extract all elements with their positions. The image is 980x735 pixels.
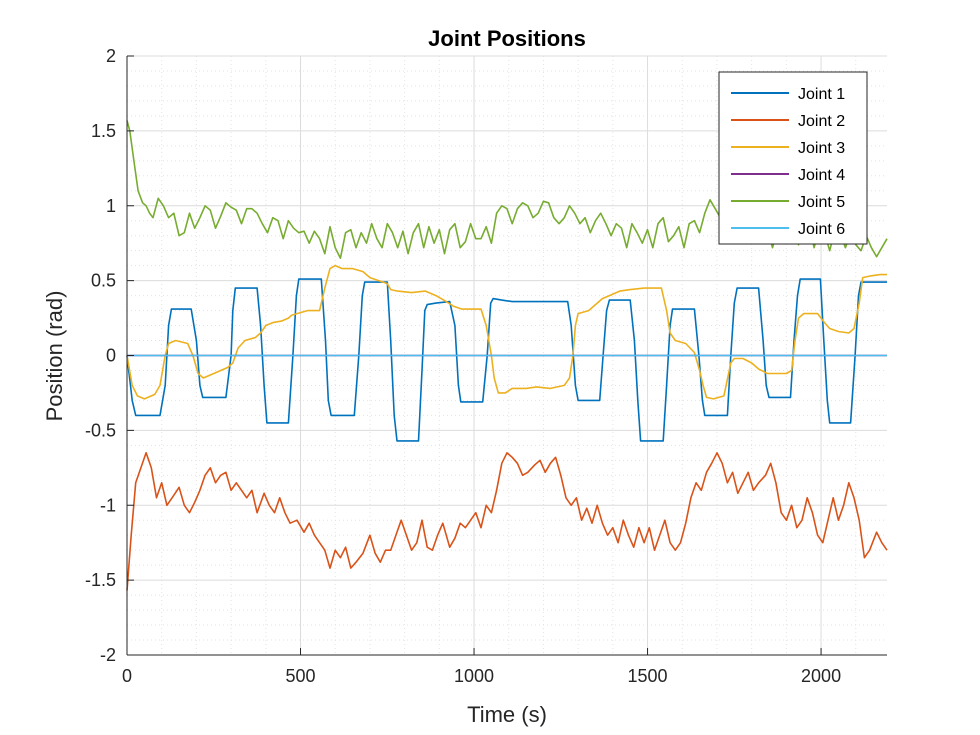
legend-label: Joint 3: [798, 140, 845, 157]
x-tick-label: 500: [285, 666, 315, 686]
legend: Joint 1 Joint 2 Joint 3 Joint 4 Joint 5 Joint…: [718, 71, 868, 245]
y-tick-label: 2: [106, 46, 116, 66]
y-tick-label: -0.5: [85, 420, 116, 440]
tick-labels: 0 500 1000 1500 2000 -2 -1.5 -1 -0.5 0 0.5 1 1.5 2: [85, 46, 841, 686]
chart-title: Joint Positions: [428, 26, 586, 51]
legend-label: Joint 4: [798, 167, 845, 184]
y-tick-label: 0.5: [91, 271, 116, 291]
x-tick-label: 1500: [628, 666, 668, 686]
y-tick-label: 1.5: [91, 121, 116, 141]
x-axis-title: Time (s): [467, 702, 547, 727]
legend-box: [718, 71, 868, 245]
series-line-joint-2: [126, 452, 888, 591]
series-line-joint-1: [126, 278, 887, 442]
axes: [126, 55, 887, 656]
y-tick-label: -1: [100, 495, 116, 515]
y-tick-label: 1: [106, 196, 116, 216]
x-tick-label: 1000: [454, 666, 494, 686]
x-tick-label: 2000: [801, 666, 841, 686]
x-tick-label: 0: [122, 666, 132, 686]
y-tick-label: -1.5: [85, 570, 116, 590]
series-line-joint-3: [126, 264, 887, 400]
legend-label: Joint 6: [798, 221, 845, 238]
legend-label: Joint 2: [798, 113, 845, 130]
y-tick-label: 0: [106, 346, 116, 366]
legend-label: Joint 5: [798, 194, 845, 211]
y-axis-title: Position (rad): [42, 291, 67, 422]
y-tick-label: -2: [100, 645, 116, 665]
legend-label: Joint 1: [798, 86, 845, 103]
